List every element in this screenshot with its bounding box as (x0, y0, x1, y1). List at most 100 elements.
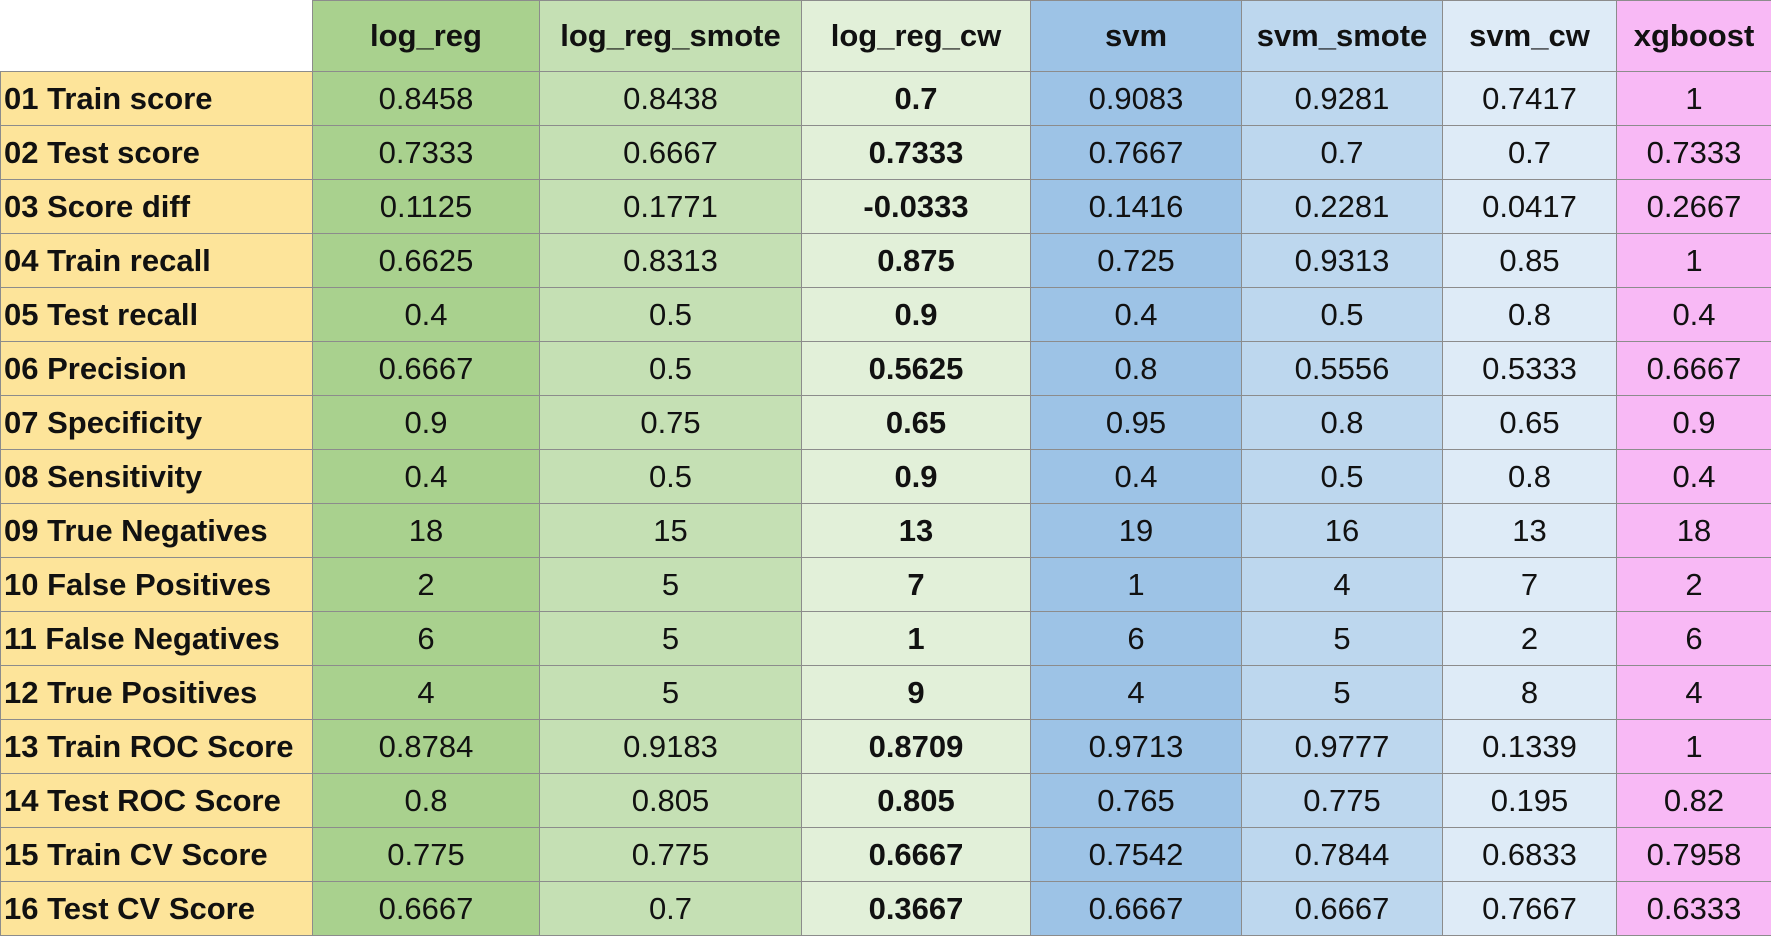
table-cell-svm: 19 (1030, 503, 1242, 558)
table-cell-svm-cw: 0.8 (1442, 449, 1617, 504)
table-cell-svm-smote: 0.9313 (1241, 233, 1443, 288)
table-cell-log-reg-cw: -0.0333 (801, 179, 1031, 234)
table-cell-log-reg-smote: 0.1771 (539, 179, 802, 234)
table-cell-svm-smote: 0.7 (1241, 125, 1443, 180)
corner-cell (0, 0, 313, 72)
table-cell-svm-smote: 16 (1241, 503, 1443, 558)
table-row: 12 True Positives 4 5 9 4 5 8 4 (0, 665, 1771, 720)
table-cell-svm: 4 (1030, 665, 1242, 720)
table-body: 01 Train score 0.8458 0.8438 0.7 0.9083 0.928… (0, 71, 1771, 936)
table-cell-log-reg-cw: 0.9 (801, 449, 1031, 504)
table-cell-log-reg: 0.6667 (312, 341, 540, 396)
table-cell-xgboost: 1 (1616, 233, 1771, 288)
table-cell-svm-smote: 0.8 (1241, 395, 1443, 450)
table-cell-xgboost: 0.7958 (1616, 827, 1771, 882)
table-cell-log-reg-smote: 0.9183 (539, 719, 802, 774)
table-cell-svm-smote: 0.5 (1241, 449, 1443, 504)
table-cell-log-reg: 0.9 (312, 395, 540, 450)
table-cell-svm-cw: 0.65 (1442, 395, 1617, 450)
table-row: 13 Train ROC Score 0.8784 0.9183 0.8709 0.97… (0, 719, 1771, 774)
table-cell-svm-smote: 0.6667 (1241, 881, 1443, 936)
row-label: 11 False Negatives (0, 611, 313, 666)
table-cell-svm: 0.7542 (1030, 827, 1242, 882)
table-cell-log-reg-smote: 0.7 (539, 881, 802, 936)
table-cell-svm-cw: 13 (1442, 503, 1617, 558)
table-cell-log-reg-smote: 0.5 (539, 341, 802, 396)
table-cell-svm-cw: 7 (1442, 557, 1617, 612)
row-label: 07 Specificity (0, 395, 313, 450)
row-label: 01 Train score (0, 71, 313, 126)
table-cell-log-reg-cw: 0.65 (801, 395, 1031, 450)
table-row: 04 Train recall 0.6625 0.8313 0.875 0.725 0.9… (0, 233, 1771, 288)
row-label: 08 Sensitivity (0, 449, 313, 504)
table-row: 10 False Positives 2 5 7 1 4 7 2 (0, 557, 1771, 612)
column-header-log-reg: log_reg (312, 0, 540, 72)
table-cell-xgboost: 18 (1616, 503, 1771, 558)
table-cell-log-reg-smote: 5 (539, 665, 802, 720)
table-cell-log-reg-cw: 0.5625 (801, 341, 1031, 396)
table-cell-svm-cw: 0.6833 (1442, 827, 1617, 882)
table-cell-log-reg: 0.4 (312, 449, 540, 504)
table-cell-log-reg: 0.8458 (312, 71, 540, 126)
table-cell-svm: 0.95 (1030, 395, 1242, 450)
column-header-svm-cw: svm_cw (1442, 0, 1617, 72)
table-row: 09 True Negatives 18 15 13 19 16 13 18 (0, 503, 1771, 558)
table-cell-svm: 0.9083 (1030, 71, 1242, 126)
table-cell-svm: 0.725 (1030, 233, 1242, 288)
table-cell-log-reg: 0.8 (312, 773, 540, 828)
table-cell-svm-cw: 8 (1442, 665, 1617, 720)
table-cell-xgboost: 1 (1616, 719, 1771, 774)
table-row: 15 Train CV Score 0.775 0.775 0.6667 0.7542 0… (0, 827, 1771, 882)
column-header-xgboost: xgboost (1616, 0, 1771, 72)
table-cell-log-reg-cw: 0.6667 (801, 827, 1031, 882)
table-cell-xgboost: 6 (1616, 611, 1771, 666)
row-label: 15 Train CV Score (0, 827, 313, 882)
table-cell-svm-cw: 0.7667 (1442, 881, 1617, 936)
table-cell-log-reg-cw: 0.805 (801, 773, 1031, 828)
table-cell-log-reg-smote: 5 (539, 611, 802, 666)
table-cell-log-reg: 0.6667 (312, 881, 540, 936)
table-cell-svm-smote: 0.9777 (1241, 719, 1443, 774)
row-label: 16 Test CV Score (0, 881, 313, 936)
table-cell-log-reg-cw: 0.3667 (801, 881, 1031, 936)
table-row: 03 Score diff 0.1125 0.1771 -0.0333 0.1416 0.… (0, 179, 1771, 234)
table-cell-log-reg: 0.6625 (312, 233, 540, 288)
table-cell-log-reg-cw: 0.8709 (801, 719, 1031, 774)
table-cell-log-reg-cw: 13 (801, 503, 1031, 558)
row-label: 10 False Positives (0, 557, 313, 612)
table-cell-svm-cw: 0.7 (1442, 125, 1617, 180)
table-cell-svm-cw: 0.5333 (1442, 341, 1617, 396)
table-row: 16 Test CV Score 0.6667 0.7 0.3667 0.6667 0.6… (0, 881, 1771, 936)
table-row: 05 Test recall 0.4 0.5 0.9 0.4 0.5 0.8 0.4 (0, 287, 1771, 342)
table-cell-svm: 0.4 (1030, 449, 1242, 504)
table-cell-svm-smote: 5 (1241, 665, 1443, 720)
table-cell-log-reg-cw: 9 (801, 665, 1031, 720)
row-label: 09 True Negatives (0, 503, 313, 558)
table-cell-xgboost: 0.2667 (1616, 179, 1771, 234)
row-label: 06 Precision (0, 341, 313, 396)
table-cell-svm-cw: 0.8 (1442, 287, 1617, 342)
table-cell-svm-cw: 2 (1442, 611, 1617, 666)
table-cell-log-reg: 0.775 (312, 827, 540, 882)
table-cell-log-reg: 18 (312, 503, 540, 558)
table-cell-log-reg-cw: 0.7 (801, 71, 1031, 126)
table-cell-svm-smote: 0.9281 (1241, 71, 1443, 126)
table-cell-log-reg-cw: 1 (801, 611, 1031, 666)
table-cell-xgboost: 0.7333 (1616, 125, 1771, 180)
table-cell-svm-smote: 4 (1241, 557, 1443, 612)
table-row: 08 Sensitivity 0.4 0.5 0.9 0.4 0.5 0.8 0.4 (0, 449, 1771, 504)
table-cell-svm-smote: 5 (1241, 611, 1443, 666)
table-cell-log-reg: 0.1125 (312, 179, 540, 234)
table-row: 01 Train score 0.8458 0.8438 0.7 0.9083 0.928… (0, 71, 1771, 126)
column-header-svm: svm (1030, 0, 1242, 72)
table-cell-log-reg-smote: 0.775 (539, 827, 802, 882)
table-cell-xgboost: 0.6333 (1616, 881, 1771, 936)
column-header-log-reg-cw: log_reg_cw (801, 0, 1031, 72)
table-cell-log-reg-cw: 0.7333 (801, 125, 1031, 180)
table-cell-svm: 0.4 (1030, 287, 1242, 342)
row-label: 02 Test score (0, 125, 313, 180)
row-label: 05 Test recall (0, 287, 313, 342)
table-cell-svm: 0.1416 (1030, 179, 1242, 234)
table-cell-xgboost: 1 (1616, 71, 1771, 126)
table-cell-svm-cw: 0.0417 (1442, 179, 1617, 234)
